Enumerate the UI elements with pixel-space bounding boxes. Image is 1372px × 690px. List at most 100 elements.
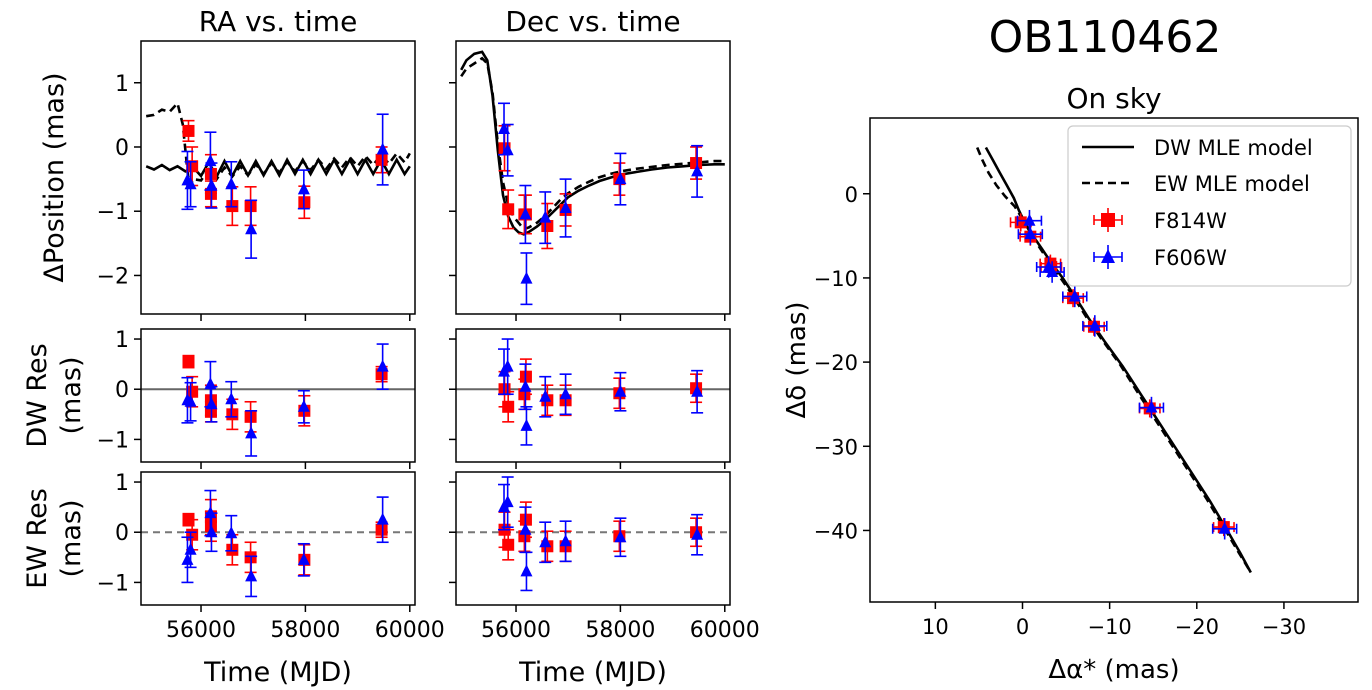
f606w-point — [184, 531, 197, 569]
marker-triangle — [205, 397, 218, 410]
y-axis-label: (mas) — [56, 357, 87, 435]
panel-dec_pos: Dec vs. time — [449, 5, 731, 321]
y-tick-label: −30 — [814, 435, 858, 459]
marker-square — [690, 157, 703, 170]
marker-triangle — [184, 394, 197, 407]
f814w-point — [502, 528, 515, 561]
marker-triangle — [1088, 318, 1101, 331]
axes-frame — [140, 40, 416, 315]
dw-model-curve — [460, 50, 725, 236]
f606w-point — [691, 513, 704, 556]
marker-triangle — [1218, 521, 1231, 534]
panel-ra_pos: 1 0 −1 −2 RA vs. time ΔPosition (mas) — [39, 5, 416, 321]
legend-label: F606W — [1154, 246, 1227, 270]
f606w-point — [559, 520, 572, 563]
marker-triangle — [539, 535, 552, 548]
marker-triangle — [614, 384, 627, 397]
axes-frame — [455, 471, 731, 606]
f606w-point — [245, 410, 258, 457]
f606w-point — [205, 512, 218, 553]
x-tick-label: 56000 — [166, 618, 236, 643]
plot-area — [141, 343, 415, 457]
marker-square — [226, 408, 239, 421]
marker-triangle — [519, 207, 532, 220]
marker-triangle — [520, 564, 533, 577]
y-axis-label: EW Res — [22, 488, 53, 589]
y-tick-label: −1 — [97, 428, 129, 453]
x-axis-label: Time (MJD) — [203, 657, 352, 688]
x-tick-label: 60000 — [690, 618, 760, 643]
marker-triangle — [559, 534, 572, 547]
f606w-point — [376, 113, 389, 186]
f606w-point — [1039, 261, 1065, 283]
marker-triangle — [204, 506, 217, 519]
marker-square — [182, 124, 195, 137]
f814w-point — [182, 119, 195, 143]
marker-square — [541, 219, 554, 232]
x-tick-label: 60000 — [375, 618, 445, 643]
marker-triangle — [184, 177, 197, 190]
f606w-point — [539, 521, 552, 564]
f606w-point — [519, 184, 532, 245]
f606w-point — [1062, 285, 1088, 308]
f606w-point — [245, 199, 258, 259]
marker-square — [375, 153, 388, 166]
marker-triangle — [539, 389, 552, 402]
dw-model-curve — [984, 146, 1252, 574]
marker-triangle — [520, 418, 533, 431]
plot-area — [145, 100, 411, 259]
y-axis-label: (mas) — [56, 500, 87, 578]
axes-frame — [140, 328, 416, 463]
f606w-point — [691, 144, 704, 198]
f606w-point — [501, 123, 514, 177]
f814w-point — [226, 533, 239, 566]
axes-frame — [869, 117, 1359, 603]
x-tick-label: −20 — [1175, 615, 1219, 639]
f606w-point — [297, 169, 310, 210]
f606w-point — [614, 517, 627, 558]
marker-triangle — [1023, 213, 1036, 226]
marker-triangle — [519, 522, 532, 535]
f606w-point — [225, 380, 238, 418]
f606w-point — [376, 343, 389, 391]
marker-triangle — [245, 222, 258, 235]
marker-triangle — [225, 526, 238, 539]
f814w-point — [541, 202, 554, 250]
f606w-point — [539, 191, 552, 245]
legend: DW MLE model EW MLE model F814W F606W — [1067, 125, 1352, 287]
f606w-point — [520, 551, 533, 592]
f606w-point — [520, 252, 533, 306]
f606w-point — [501, 476, 514, 529]
f606w-point — [501, 338, 514, 396]
marker-triangle — [691, 527, 704, 540]
f606w-point — [225, 514, 238, 552]
y-axis-label: Δδ (mas) — [782, 301, 812, 418]
axes-frame — [455, 328, 731, 463]
panel-title: On sky — [1066, 82, 1161, 115]
marker-triangle — [184, 542, 197, 555]
f606w-point — [184, 160, 197, 208]
y-axis-label: DW Res — [22, 343, 53, 447]
marker-triangle — [501, 359, 514, 372]
x-tick-label: −10 — [1087, 615, 1131, 639]
marker-triangle — [205, 525, 218, 538]
marker-triangle — [1068, 289, 1081, 302]
f606w-point — [245, 555, 258, 598]
marker-triangle — [501, 143, 514, 156]
f606w-point — [1211, 518, 1238, 540]
plot-area — [141, 489, 415, 598]
marker-triangle — [559, 201, 572, 214]
y-tick-label: −20 — [814, 351, 858, 375]
legend-label: DW MLE model — [1154, 136, 1313, 160]
f606w-point — [297, 389, 310, 424]
x-tick-label: 0 — [1016, 615, 1029, 639]
panel-sky: 10 0 −10 −20 −30 0 −10 −20 −30 −40 On sky Δα* (mas)… — [782, 82, 1359, 685]
marker-triangle — [297, 399, 310, 412]
marker-triangle — [225, 177, 238, 190]
marker-square — [226, 543, 239, 556]
marker-square — [375, 523, 388, 536]
marker-triangle — [376, 359, 389, 372]
marker-triangle — [376, 142, 389, 155]
f606w-point — [539, 375, 552, 418]
